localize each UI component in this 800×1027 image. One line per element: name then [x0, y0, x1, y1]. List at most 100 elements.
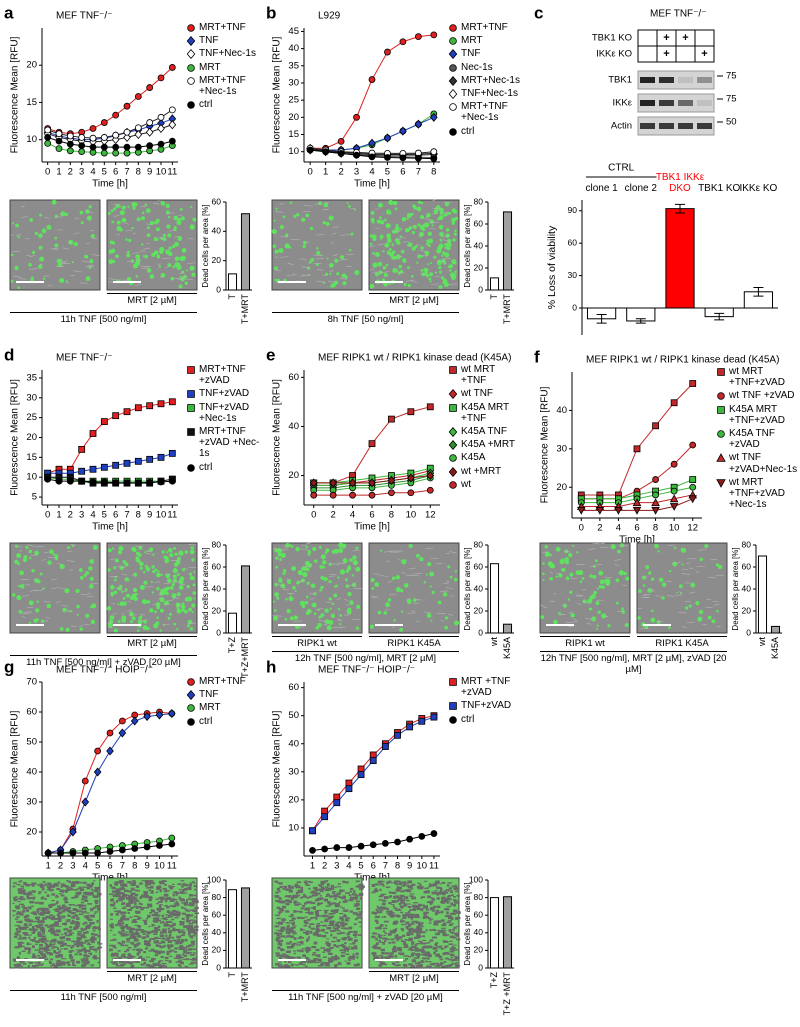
cell	[446, 897, 450, 900]
cell	[125, 894, 129, 896]
legend-marker	[449, 403, 457, 412]
cell	[126, 948, 130, 952]
cell	[97, 947, 101, 950]
cell	[322, 951, 326, 953]
cell	[63, 942, 67, 946]
cell	[344, 918, 349, 921]
cell	[70, 884, 76, 887]
cell	[383, 896, 389, 900]
cell	[179, 275, 182, 278]
cell	[162, 233, 166, 238]
legend-label: wt MRT +TNF+zVAD	[729, 366, 785, 389]
cell	[75, 917, 80, 920]
cell	[87, 952, 91, 954]
cell	[12, 885, 16, 888]
cell	[305, 931, 309, 933]
data-point	[66, 147, 74, 155]
cell	[26, 895, 29, 899]
cell	[183, 609, 188, 614]
cell	[567, 598, 570, 601]
cell	[126, 593, 131, 598]
cell	[328, 902, 332, 906]
cell	[278, 932, 282, 936]
cell	[50, 948, 55, 950]
cell	[130, 931, 135, 934]
cell	[117, 910, 122, 913]
cell	[165, 934, 168, 938]
cell	[169, 949, 175, 952]
cell	[186, 899, 189, 902]
cell	[403, 965, 408, 967]
cell	[333, 910, 339, 913]
cell-edge	[685, 562, 691, 565]
cell	[111, 952, 116, 956]
cell	[396, 934, 399, 937]
x-tick-label: 10	[154, 861, 165, 872]
band-label: IKKε	[612, 98, 632, 109]
cell	[438, 215, 444, 221]
cell	[304, 949, 310, 952]
cell	[139, 895, 145, 898]
cell	[179, 961, 184, 965]
cell	[312, 953, 316, 956]
cell	[61, 915, 66, 918]
cell	[454, 888, 460, 890]
cell	[117, 619, 121, 623]
cell	[378, 899, 384, 901]
cell	[140, 963, 145, 966]
cell	[605, 579, 611, 585]
cell	[151, 890, 154, 892]
cell	[31, 926, 35, 929]
cell	[290, 935, 294, 939]
cell	[329, 958, 333, 961]
legend-marker	[448, 49, 458, 60]
cell-edge	[591, 542, 600, 545]
cell	[52, 553, 56, 556]
cell-edge	[604, 615, 609, 618]
cell	[284, 960, 287, 963]
data-point	[89, 125, 97, 132]
cell	[284, 617, 288, 621]
cell	[46, 894, 50, 897]
cell	[75, 922, 78, 926]
cell-edge	[171, 581, 181, 583]
cell	[287, 961, 292, 964]
cell	[615, 578, 620, 583]
cell	[150, 882, 155, 885]
cell	[144, 254, 148, 259]
cell	[432, 936, 435, 938]
cell	[194, 901, 198, 904]
cell	[408, 913, 414, 916]
cell	[439, 883, 442, 885]
cell	[72, 920, 76, 924]
cell	[75, 909, 78, 913]
cell	[711, 619, 716, 624]
cell	[92, 927, 95, 929]
cell	[453, 577, 458, 582]
cell	[395, 254, 401, 260]
cell	[28, 891, 32, 894]
cell	[97, 961, 100, 964]
cell	[149, 220, 155, 226]
cell-edge	[339, 258, 348, 261]
cell	[406, 599, 412, 604]
cell	[409, 947, 413, 950]
cell	[156, 919, 161, 922]
cell	[55, 894, 58, 897]
cell	[91, 882, 95, 886]
legend-item: TNF+zVAD	[186, 388, 260, 399]
cell	[413, 907, 416, 910]
cell	[404, 896, 409, 900]
cell	[451, 221, 455, 225]
legend-marker	[187, 366, 195, 374]
cell-edge	[60, 262, 67, 265]
cell	[301, 960, 306, 963]
cell	[288, 596, 294, 602]
x-tick-label: 12	[425, 510, 436, 521]
cell-edge	[29, 589, 38, 592]
cell	[133, 572, 138, 577]
cell	[148, 904, 153, 908]
cell	[293, 214, 297, 218]
cell	[175, 891, 180, 895]
size-marker: 75	[726, 94, 737, 105]
